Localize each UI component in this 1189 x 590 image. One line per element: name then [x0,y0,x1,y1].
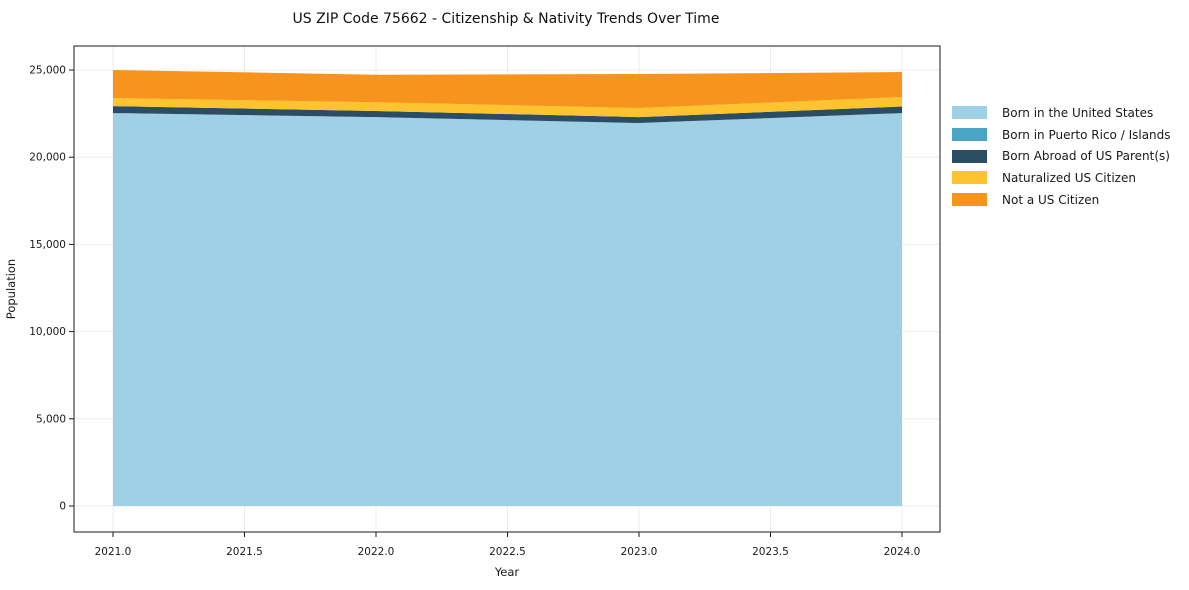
y-tick-label: 0 [59,501,66,513]
legend-swatch-icon [952,106,987,120]
x-tick-label: 2023.0 [621,546,658,558]
area-series-born-in-the-united-states [113,113,902,507]
x-tick-label: 2023.5 [752,546,789,558]
y-tick-label: 20,000 [29,152,66,164]
axis-ticks [69,69,903,537]
legend-label: Naturalized US Citizen [1002,170,1136,185]
x-tick-label: 2022.0 [358,546,395,558]
legend-item: Born Abroad of US Parent(s) [952,145,1171,167]
legend-item: Born in the United States [952,102,1171,124]
area-series-naturalized-us-citizen [113,97,902,118]
y-tick-label: 15,000 [29,239,66,251]
legend-label: Born in Puerto Rico / Islands [1002,127,1171,142]
area-series-not-a-us-citizen [113,70,902,109]
y-tick-label: 25,000 [29,65,66,77]
legend-label: Born in the United States [1002,105,1154,120]
chart-title: US ZIP Code 75662 - Citizenship & Nativi… [293,11,720,27]
legend-item: Naturalized US Citizen [952,167,1171,189]
y-tick-label: 5,000 [36,413,66,425]
legend-item: Not a US Citizen [952,189,1171,211]
x-tick-label: 2021.0 [95,546,132,558]
legend-swatch-icon [952,193,987,207]
legend: Born in the United States Born in Puerto … [952,102,1171,210]
y-tick-label: 10,000 [29,326,66,338]
x-tick-label: 2024.0 [884,546,921,558]
legend-swatch-icon [952,171,987,185]
legend-swatch-icon [952,128,987,142]
legend-item: Born in Puerto Rico / Islands [952,124,1171,146]
axis-tick-labels: 0 5,000 10,000 15,000 20,000 25,000 2021.0 2021… [29,65,920,559]
legend-swatch-icon [952,149,987,163]
x-axis-title: Year [494,565,520,579]
legend-label: Born Abroad of US Parent(s) [1002,149,1170,164]
area-series-born-abroad-of-us-parent-s [113,106,902,124]
y-axis-title: Population [4,259,18,319]
legend-label: Not a US Citizen [1002,192,1100,207]
area-series-layer [113,70,902,507]
x-tick-label: 2021.5 [226,546,263,558]
x-tick-label: 2022.5 [489,546,526,558]
